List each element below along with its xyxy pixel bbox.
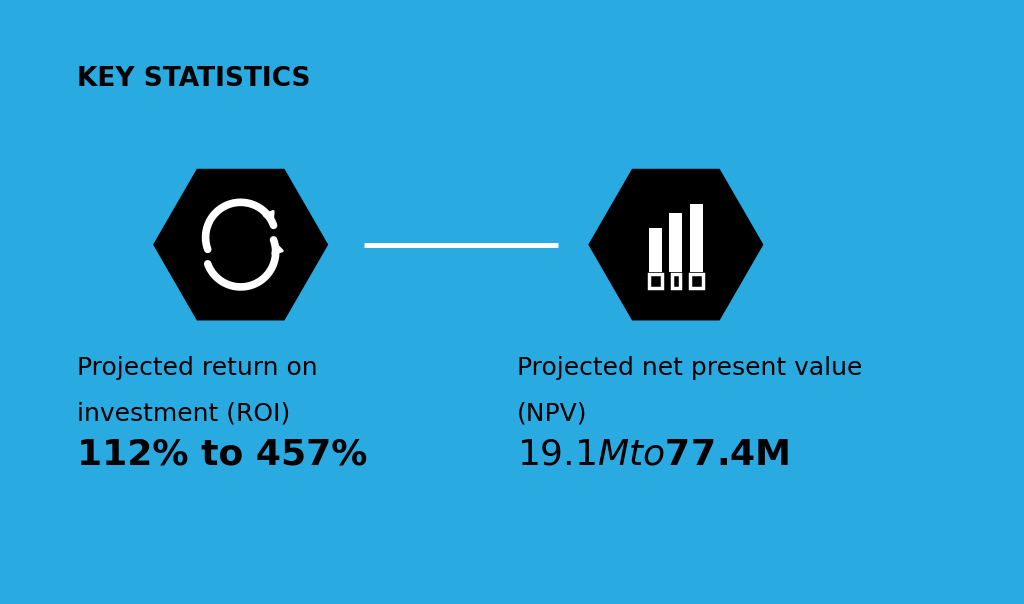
Text: $19.1M to $77.4M: $19.1M to $77.4M [517, 438, 790, 472]
Text: KEY STATISTICS: KEY STATISTICS [77, 66, 310, 92]
Bar [670, 213, 682, 272]
Text: (NPV): (NPV) [517, 402, 588, 426]
Polygon shape [588, 169, 764, 321]
Text: Projected return on: Projected return on [77, 356, 317, 381]
Text: investment (ROI): investment (ROI) [77, 402, 290, 426]
Bar [648, 228, 662, 272]
Bar [690, 204, 703, 272]
Polygon shape [153, 169, 329, 321]
Text: 112% to 457%: 112% to 457% [77, 438, 368, 472]
Text: Projected net present value: Projected net present value [517, 356, 862, 381]
